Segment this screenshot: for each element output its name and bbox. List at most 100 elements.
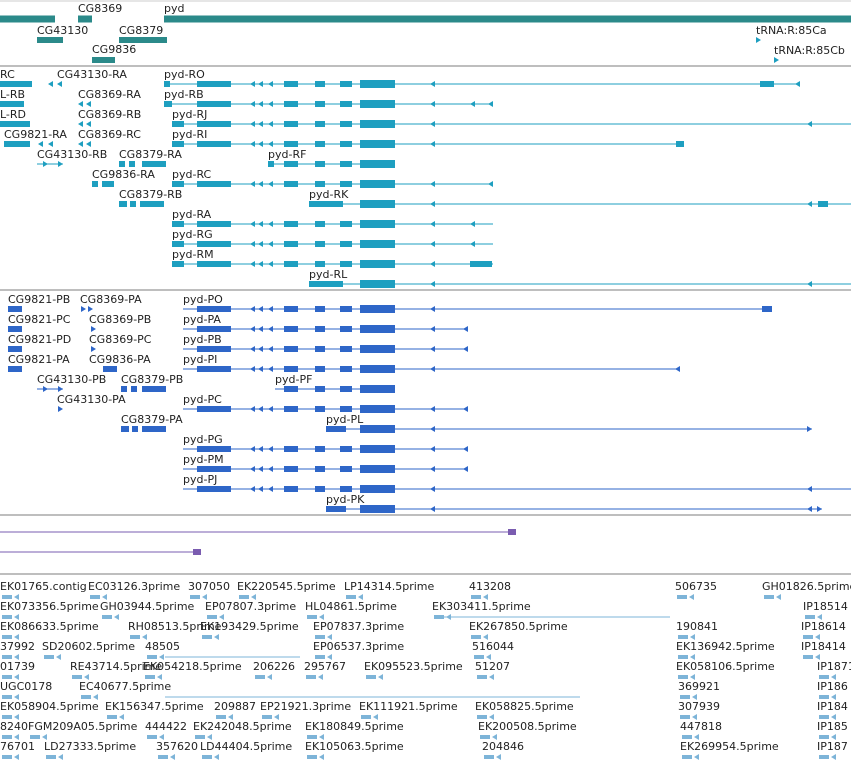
exon-block xyxy=(315,101,325,107)
strand-arrow-right-icon xyxy=(43,161,48,167)
exon-block xyxy=(470,261,492,267)
strand-arrow-left-icon xyxy=(268,446,273,452)
feature-label-pyd-rg: pyd-RG xyxy=(172,228,213,241)
feature-label-pyd-pm: pyd-PM xyxy=(183,453,224,466)
gene-bar xyxy=(37,37,63,43)
exon-block xyxy=(284,326,298,332)
strand-arrow-left-icon xyxy=(689,594,694,600)
exon-block xyxy=(360,200,395,208)
feature-label-pyd: pyd xyxy=(164,2,184,15)
exon-block xyxy=(326,506,346,512)
strand-arrow-left-icon xyxy=(373,714,378,720)
feature-label-pyd-rl: pyd-RL xyxy=(309,268,348,281)
exon-block xyxy=(340,446,352,452)
feature-label-37992: 37992 xyxy=(0,640,35,653)
strand-arrow-left-icon xyxy=(463,466,468,472)
strand-arrow-left-icon xyxy=(430,506,435,512)
exon-block xyxy=(164,101,172,107)
strand-arrow-left-icon xyxy=(78,101,83,107)
strand-arrow-left-icon xyxy=(831,714,836,720)
feature-label-pyd-pl: pyd-PL xyxy=(326,413,364,426)
strand-arrow-left-icon xyxy=(250,221,255,227)
feature-label-pyd-po: pyd-PO xyxy=(183,293,223,306)
strand-arrow-left-icon xyxy=(430,426,435,432)
strand-arrow-left-icon xyxy=(319,614,324,620)
feature-label-48505: 48505 xyxy=(145,640,180,653)
feature-label-rc: RC xyxy=(0,68,15,81)
feature-label-fgm209a05-5prime: FGM209A05.5prime xyxy=(28,720,138,733)
strand-arrow-left-icon xyxy=(692,714,697,720)
est-feature xyxy=(471,595,481,599)
est-feature xyxy=(216,715,226,719)
exon-block xyxy=(284,306,298,312)
feature-label-ep06537-3prime: EP06537.3prime xyxy=(313,640,404,653)
feature-label-ip18514: IP18514 xyxy=(803,600,848,613)
exon-block xyxy=(360,345,395,353)
exon-block xyxy=(340,466,352,472)
exon-block xyxy=(315,346,325,352)
feature-label-ek095523-5prime: EK095523.5prime xyxy=(364,660,463,673)
feature-label-lp14314-5prime: LP14314.5prime xyxy=(344,580,435,593)
strand-arrow-left-icon xyxy=(268,181,273,187)
exon-block xyxy=(360,120,395,128)
est-feature xyxy=(307,735,317,739)
est-feature xyxy=(2,615,12,619)
est-feature xyxy=(44,655,54,659)
feature-label-ek054218-5prime: EK054218.5prime xyxy=(143,660,242,673)
feature-label-ek111921-5prime: EK111921.5prime xyxy=(359,700,458,713)
exon-block xyxy=(142,426,166,432)
strand-arrow-left-icon xyxy=(488,181,493,187)
exon-block xyxy=(0,81,32,87)
exon-block xyxy=(129,161,135,167)
strand-arrow-left-icon xyxy=(250,81,255,87)
exon-block xyxy=(315,121,325,127)
feature-label-trna-r-85ca: tRNA:R:85Ca xyxy=(756,24,827,37)
strand-arrow-left-icon xyxy=(14,614,19,620)
strand-arrow-left-icon xyxy=(102,594,107,600)
est-feature xyxy=(307,755,317,759)
exon-block xyxy=(315,406,325,412)
feature-label-cg8369-rb: CG8369-RB xyxy=(78,108,141,121)
est-feature xyxy=(262,715,272,719)
exon-block xyxy=(102,181,114,187)
exon-block xyxy=(340,366,352,372)
exon-block xyxy=(284,241,298,247)
feature-label-ek267850-5prime: EK267850.5prime xyxy=(469,620,568,633)
feature-label-cg8369: CG8369 xyxy=(78,2,122,15)
strand-arrow-left-icon xyxy=(214,634,219,640)
feature-label-ip185: IP185 xyxy=(817,720,848,733)
exon-block xyxy=(197,241,231,247)
strand-arrow-left-icon xyxy=(430,181,435,187)
strand-arrow-left-icon xyxy=(42,734,47,740)
est-feature xyxy=(819,735,829,739)
gene-bar xyxy=(119,37,167,43)
est-feature xyxy=(819,755,829,759)
strand-arrow-left-icon xyxy=(319,734,324,740)
feature-label-pyd-rc: pyd-RC xyxy=(172,168,212,181)
feature-label-444422: 444422 xyxy=(145,720,187,733)
strand-arrow-left-icon xyxy=(258,326,263,332)
strand-arrow-left-icon xyxy=(430,486,435,492)
strand-arrow-right-icon xyxy=(807,426,812,432)
feature-label-hl04861-5prime: HL04861.5prime xyxy=(305,600,397,613)
strand-arrow-right-icon xyxy=(91,346,96,352)
exon-block xyxy=(197,81,231,87)
strand-arrow-left-icon xyxy=(430,121,435,127)
est-feature xyxy=(255,675,265,679)
feature-label-cg43130-rb: CG43130-RB xyxy=(37,148,107,161)
exon-block xyxy=(360,465,395,473)
strand-arrow-left-icon xyxy=(159,734,164,740)
exon-block xyxy=(284,101,298,107)
feature-label-ek105063-5prime: EK105063.5prime xyxy=(305,740,404,753)
feature-label-ld27333-5prime: LD27333.5prime xyxy=(44,740,136,753)
strand-arrow-left-icon xyxy=(430,141,435,147)
strand-arrow-left-icon xyxy=(430,81,435,87)
feature-label-ugc0178: UGC0178 xyxy=(0,680,52,693)
est-feature xyxy=(2,655,12,659)
strand-arrow-left-icon xyxy=(250,326,255,332)
feature-label-sd20602-5prime: SD20602.5prime xyxy=(42,640,135,653)
feature-label-ek086633-5prime: EK086633.5prime xyxy=(0,620,99,633)
strand-arrow-left-icon xyxy=(430,306,435,312)
feature-label-cg9836-ra: CG9836-RA xyxy=(92,168,155,181)
strand-arrow-left-icon xyxy=(430,446,435,452)
